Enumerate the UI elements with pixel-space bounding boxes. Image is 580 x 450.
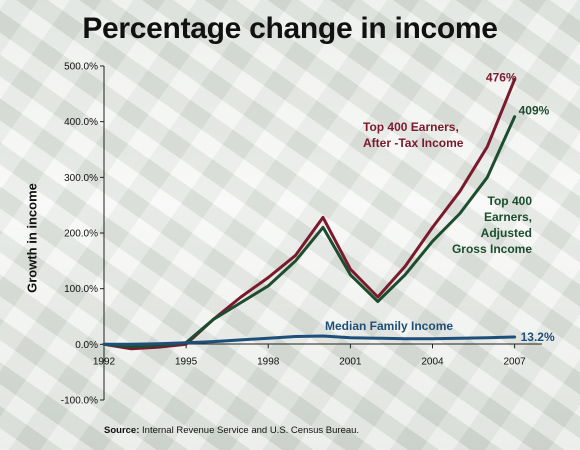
series-line xyxy=(102,77,517,351)
source-text: Internal Revenue Service and U.S. Census… xyxy=(142,425,360,436)
x-tick-label: 1995 xyxy=(175,356,198,367)
y-tick-label: 200.0% xyxy=(64,229,98,240)
y-tick-label: 500.0% xyxy=(64,62,98,73)
x-tick-label: 1992 xyxy=(93,356,116,367)
source-label: Source: xyxy=(104,425,140,436)
x-tick-label: 2001 xyxy=(339,356,362,367)
y-ticks: -100.0% 0.0% 100.0% 200.0% 300.0% 400.0% 500.0… xyxy=(61,62,104,407)
series-name-label: Median Family Income xyxy=(325,319,453,333)
series-name-label: Gross Income xyxy=(452,242,532,256)
series-name-label: After -Tax Income xyxy=(363,136,464,150)
series-end-label: 476% xyxy=(486,70,517,84)
x-tick-label: 2007 xyxy=(504,356,527,367)
y-tick-label: -100.0% xyxy=(61,396,98,407)
series-end-label: 409% xyxy=(519,104,550,118)
series-name-label: Top 400 xyxy=(488,194,533,208)
y-tick-label: 300.0% xyxy=(64,173,98,184)
x-tick-label: 1998 xyxy=(257,356,280,367)
source-note: Source: Internal Revenue Service and U.S… xyxy=(104,425,359,436)
series-line xyxy=(102,334,517,346)
series-name-label: Top 400 Earners, xyxy=(363,120,459,134)
y-tick-label: 100.0% xyxy=(64,284,98,295)
chart-title: Percentage change in income xyxy=(82,12,498,45)
series-lines xyxy=(102,77,517,351)
series-name-label: Earners, xyxy=(484,210,532,224)
y-tick-label: 400.0% xyxy=(64,117,98,128)
series-line xyxy=(102,115,517,349)
series-labels: 476% 409% 13.2% Top 400 Earners, After -Tax … xyxy=(325,70,555,344)
series-end-label: 13.2% xyxy=(521,330,555,344)
y-tick-label: 0.0% xyxy=(75,340,98,351)
series-name-label: Adjusted xyxy=(481,226,532,240)
x-tick-label: 2004 xyxy=(421,356,444,367)
